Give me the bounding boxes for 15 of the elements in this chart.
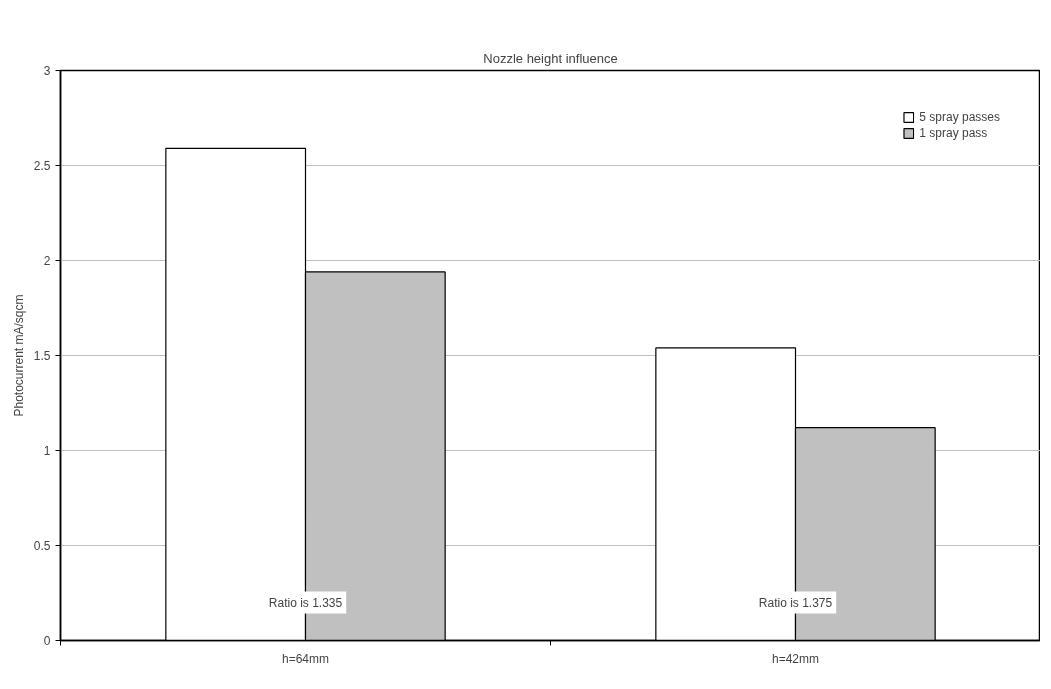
legend-label: 5 spray passes [919, 110, 1000, 124]
y-tick-label: 1.5 [33, 349, 51, 363]
y-tick-label: 1 [43, 444, 51, 458]
y-axis-title: Photocurrent mA/sqcm [11, 294, 26, 417]
y-tick-label: 0.5 [33, 539, 51, 553]
annotation: Ratio is 1.375 [758, 595, 833, 610]
legend-label: 1 spray pass [919, 126, 988, 140]
x-tick-label: h=42mm [771, 651, 820, 666]
y-tick-label: 2.5 [33, 159, 51, 173]
y-tick-label: 2 [43, 254, 51, 268]
x-tick-label: h=64mm [281, 651, 330, 666]
y-tick-label: 3 [43, 64, 51, 78]
annotation: Ratio is 1.335 [268, 595, 343, 610]
chart-title: Nozzle height influence [483, 50, 618, 66]
y-tick-label: 0 [43, 634, 51, 648]
